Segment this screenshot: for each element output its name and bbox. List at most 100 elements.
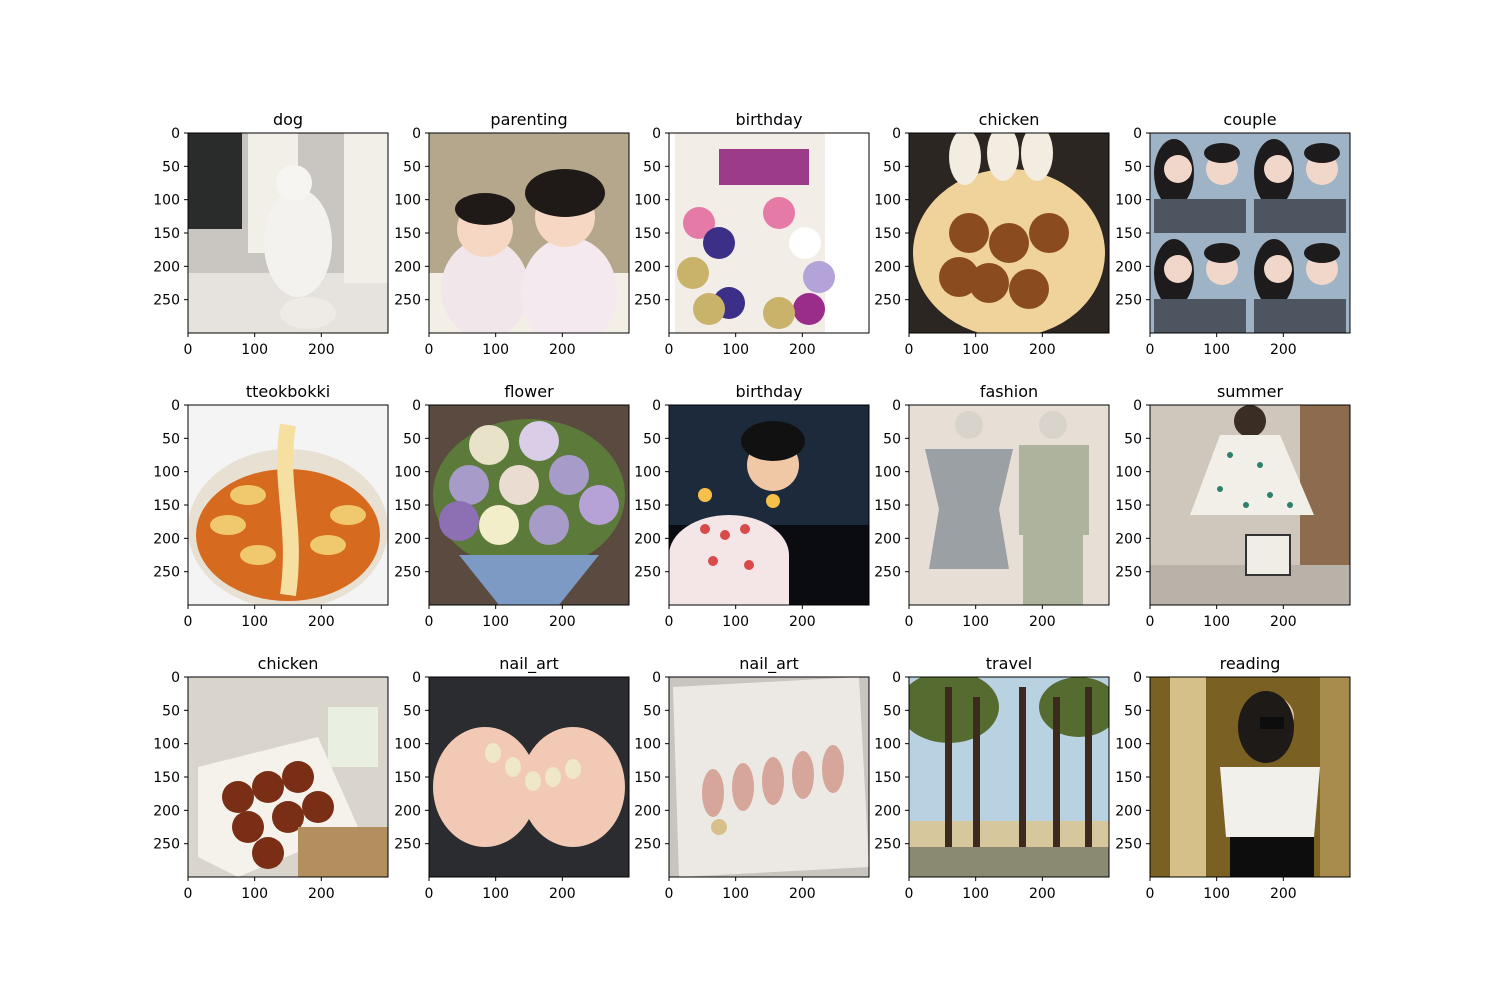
- y-tick-label: 200: [394, 803, 421, 819]
- image-panel-tteokbokki: tteokbokki 0 50 100 150 200 250 0 100 200: [153, 382, 389, 630]
- y-tick-label: 200: [394, 259, 421, 275]
- y-tick-label: 150: [634, 226, 661, 242]
- x-tick-label: 0: [665, 886, 674, 902]
- y-tick-label: 50: [643, 159, 661, 175]
- image-panel-birthday2: birthday 0 50 100 150 200 250 0 100 200: [634, 382, 870, 630]
- image-panel-birthday: birthday 0 50 100 150 200 250 0 100 200: [634, 110, 870, 358]
- y-tick-label: 200: [153, 259, 180, 275]
- x-tick-label: 100: [482, 342, 509, 358]
- x-tick-label: 200: [308, 614, 335, 630]
- y-tick-label: 0: [171, 126, 180, 142]
- y-tick-label: 50: [162, 159, 180, 175]
- y-tick-label: 200: [874, 803, 901, 819]
- panel-title: summer: [1217, 382, 1283, 401]
- x-tick-label: 200: [549, 614, 576, 630]
- y-tick-label: 0: [652, 670, 661, 686]
- y-tick-label: 50: [403, 159, 421, 175]
- y-tick-label: 0: [892, 126, 901, 142]
- panel-image: [1150, 677, 1350, 877]
- y-tick-label: 50: [883, 159, 901, 175]
- y-tick-label: 200: [874, 259, 901, 275]
- y-tick-label: 150: [1115, 498, 1142, 514]
- x-tick-label: 200: [549, 342, 576, 358]
- panel-title: travel: [986, 654, 1032, 673]
- image-panel-parenting: parenting 0 50 100 150 200 250 0 100 200: [394, 110, 630, 358]
- y-tick-label: 150: [634, 770, 661, 786]
- y-tick-label: 150: [153, 226, 180, 242]
- x-tick-label: 0: [425, 886, 434, 902]
- y-tick-label: 250: [1115, 293, 1142, 309]
- panel-title: birthday: [735, 382, 802, 401]
- y-tick-label: 200: [394, 531, 421, 547]
- x-tick-label: 200: [789, 342, 816, 358]
- image-panel-chicken: chicken 0 50 100 150 200 250 0 100 200: [874, 110, 1110, 358]
- image-panel-summer: summer 0 50 100 150 200 250 0 100 200: [1115, 382, 1351, 630]
- panel-image: [429, 405, 629, 605]
- y-tick-label: 200: [153, 803, 180, 819]
- y-tick-label: 100: [1115, 193, 1142, 209]
- y-tick-label: 50: [883, 431, 901, 447]
- y-tick-label: 50: [162, 703, 180, 719]
- y-tick-label: 0: [892, 398, 901, 414]
- y-tick-label: 250: [394, 837, 421, 853]
- y-tick-label: 100: [153, 193, 180, 209]
- y-tick-label: 150: [153, 770, 180, 786]
- y-tick-label: 100: [874, 737, 901, 753]
- x-tick-label: 100: [962, 614, 989, 630]
- x-tick-label: 100: [962, 342, 989, 358]
- x-tick-label: 200: [308, 342, 335, 358]
- x-tick-label: 100: [482, 614, 509, 630]
- x-tick-label: 200: [1029, 614, 1056, 630]
- panel-image: [188, 677, 388, 877]
- y-tick-label: 150: [874, 770, 901, 786]
- panel-image: [1150, 133, 1350, 333]
- x-tick-label: 100: [1203, 342, 1230, 358]
- x-tick-label: 0: [425, 614, 434, 630]
- y-tick-label: 200: [634, 259, 661, 275]
- x-tick-label: 0: [1146, 614, 1155, 630]
- x-tick-label: 200: [789, 614, 816, 630]
- image-panel-couple: couple 0 50 100 150 200 250 0 100 200: [1115, 110, 1351, 358]
- y-tick-label: 250: [394, 565, 421, 581]
- y-tick-label: 250: [634, 293, 661, 309]
- x-tick-label: 0: [1146, 342, 1155, 358]
- x-tick-label: 0: [665, 342, 674, 358]
- y-tick-label: 100: [1115, 737, 1142, 753]
- panel-image: [909, 405, 1109, 605]
- y-tick-label: 50: [883, 703, 901, 719]
- panel-image: [669, 677, 869, 877]
- y-tick-label: 200: [634, 531, 661, 547]
- image-panel-nail2: nail_art 0 50 100 150 200 250 0 100 200: [634, 654, 870, 902]
- x-tick-label: 0: [184, 342, 193, 358]
- y-tick-label: 0: [412, 670, 421, 686]
- y-tick-label: 0: [171, 670, 180, 686]
- x-tick-label: 100: [1203, 614, 1230, 630]
- y-tick-label: 150: [634, 498, 661, 514]
- x-tick-label: 200: [308, 886, 335, 902]
- panel-image: [188, 133, 388, 333]
- panel-title: reading: [1220, 654, 1281, 673]
- x-tick-label: 100: [962, 886, 989, 902]
- x-tick-label: 200: [1270, 886, 1297, 902]
- x-tick-label: 0: [905, 614, 914, 630]
- y-tick-label: 250: [153, 837, 180, 853]
- image-panel-chicken2: chicken 0 50 100 150 200 250 0 100 200: [153, 654, 389, 902]
- y-tick-label: 50: [1124, 431, 1142, 447]
- panel-image: [429, 677, 629, 877]
- y-tick-label: 200: [874, 531, 901, 547]
- y-tick-label: 200: [634, 803, 661, 819]
- y-tick-label: 0: [1133, 670, 1142, 686]
- y-tick-label: 0: [171, 398, 180, 414]
- y-tick-label: 250: [874, 565, 901, 581]
- image-panel-nail1: nail_art 0 50 100 150 200 250 0 100 200: [394, 654, 630, 902]
- panel-title: fashion: [980, 382, 1038, 401]
- y-tick-label: 0: [652, 398, 661, 414]
- y-tick-label: 150: [874, 498, 901, 514]
- x-tick-label: 0: [905, 886, 914, 902]
- y-tick-label: 100: [874, 465, 901, 481]
- x-tick-label: 200: [1270, 342, 1297, 358]
- panel-image: [669, 133, 869, 333]
- panel-title: nail_art: [739, 654, 799, 674]
- y-tick-label: 100: [1115, 465, 1142, 481]
